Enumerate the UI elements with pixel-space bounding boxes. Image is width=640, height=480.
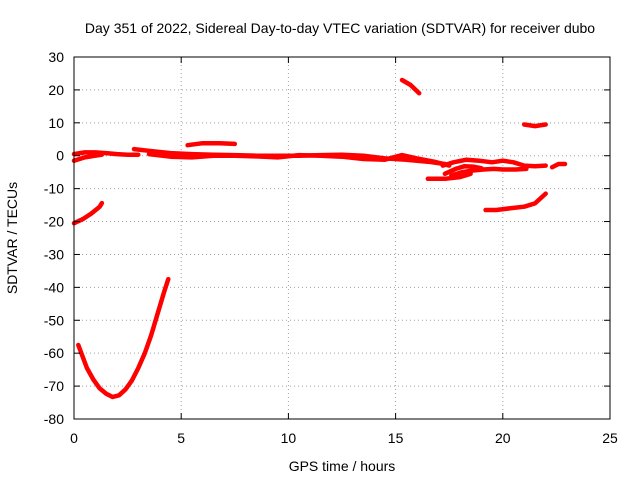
grid-lines xyxy=(74,57,610,419)
series-arc-15 xyxy=(549,161,568,170)
y-tick-label: -40 xyxy=(44,279,64,295)
y-tick-label: -70 xyxy=(44,378,64,394)
series-arc-4 xyxy=(71,152,105,163)
y-tick-label: -10 xyxy=(44,181,64,197)
series-arc-11 xyxy=(449,166,529,178)
y-tick-label: 30 xyxy=(48,49,64,65)
plot-frame xyxy=(73,56,611,420)
x-tick-labels: 0 5 10 15 20 25 xyxy=(70,430,618,446)
x-tick-label: 15 xyxy=(388,430,404,446)
y-tick-label: -20 xyxy=(44,214,64,230)
x-tick-label: 10 xyxy=(281,430,297,446)
y-tick-label: -50 xyxy=(44,312,64,328)
axis-ticks xyxy=(73,56,611,420)
series-arc-10 xyxy=(440,157,548,169)
y-tick-label: -60 xyxy=(44,345,64,361)
y-tick-label: -30 xyxy=(44,246,64,262)
series-arc-1 xyxy=(71,200,105,226)
series-arc-3 xyxy=(71,150,141,157)
data-series xyxy=(71,77,568,400)
series-arc-12 xyxy=(442,164,484,177)
y-tick-label: 20 xyxy=(48,82,64,98)
series-arc-8 xyxy=(399,77,422,96)
y-tick-label: 0 xyxy=(56,148,64,164)
y-tick-label: 10 xyxy=(48,115,64,131)
y-tick-labels: 30 20 10 0 -10 -20 -30 -40 -50 -60 -70 -80 xyxy=(44,49,64,427)
series-arc-7 xyxy=(146,151,452,168)
series-arc-9 xyxy=(425,171,473,182)
x-tick-label: 20 xyxy=(495,430,511,446)
series-arc-2 xyxy=(76,276,171,400)
x-tick-label: 5 xyxy=(177,430,185,446)
x-axis-label: GPS time / hours xyxy=(289,458,396,474)
x-tick-label: 25 xyxy=(602,430,618,446)
series-arc-13 xyxy=(483,191,548,213)
y-axis-label: SDTVAR / TECUs xyxy=(4,182,20,294)
x-tick-label: 0 xyxy=(70,430,78,446)
chart-title: Day 351 of 2022, Sidereal Day-to-day VTE… xyxy=(85,20,595,36)
y-tick-label: -80 xyxy=(44,411,64,427)
series-arc-14 xyxy=(521,122,548,129)
series-arc-6 xyxy=(185,140,238,148)
